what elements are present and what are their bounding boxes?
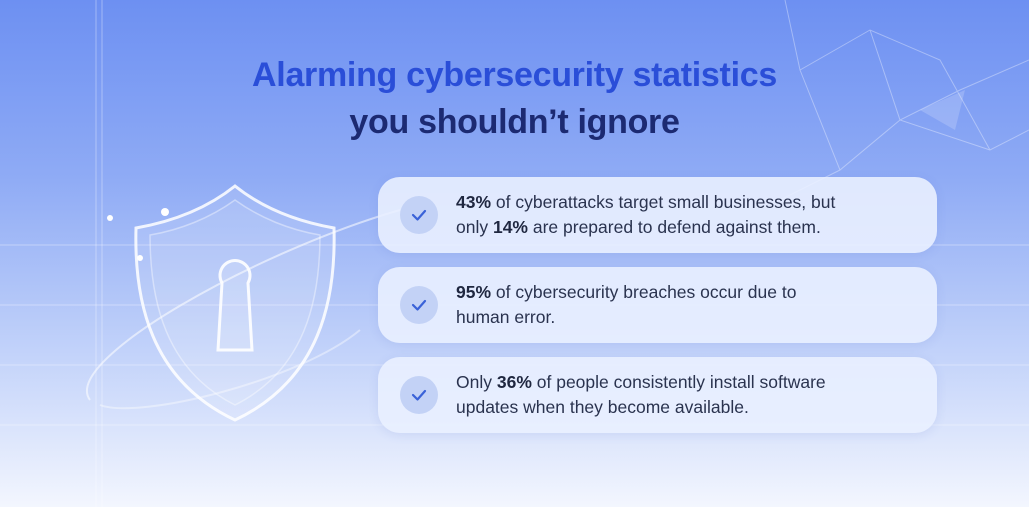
stat-text-part: of people consistently install software bbox=[531, 372, 826, 392]
stat-text-part: are prepared to defend against them. bbox=[528, 217, 821, 237]
stat-card: 95% of cybersecurity breaches occur due … bbox=[378, 267, 937, 343]
stat-highlight: 95% bbox=[456, 282, 492, 302]
stat-text-part: of cybersecurity breaches occur due to bbox=[491, 282, 797, 302]
stat-highlight: 14% bbox=[492, 217, 528, 237]
title-line: you shouldn’t ignore bbox=[349, 103, 680, 141]
stat-highlight: 36% bbox=[496, 372, 532, 392]
check-icon bbox=[400, 376, 438, 414]
stat-text: 95% of cybersecurity breaches occur due … bbox=[456, 280, 796, 330]
stat-text: Only 36% of people consistently install … bbox=[456, 370, 826, 420]
title-line: Alarming cybersecurity statistics bbox=[252, 56, 777, 94]
stat-text-part: human error. bbox=[456, 307, 556, 327]
stat-highlight: 43% bbox=[456, 192, 492, 212]
stat-text: 43% of cyberattacks target small busines… bbox=[456, 190, 835, 240]
check-icon bbox=[400, 286, 438, 324]
stat-text-part: updates when they become available. bbox=[456, 397, 749, 417]
stat-text-part: of cyberattacks target small businesses,… bbox=[491, 192, 836, 212]
shield bbox=[86, 184, 401, 422]
stat-card: Only 36% of people consistently install … bbox=[378, 357, 937, 433]
stat-text-part: Only bbox=[456, 372, 497, 392]
stat-card: 43% of cyberattacks target small busines… bbox=[378, 177, 937, 253]
check-icon bbox=[400, 196, 438, 234]
stat-text-part: only bbox=[456, 217, 493, 237]
